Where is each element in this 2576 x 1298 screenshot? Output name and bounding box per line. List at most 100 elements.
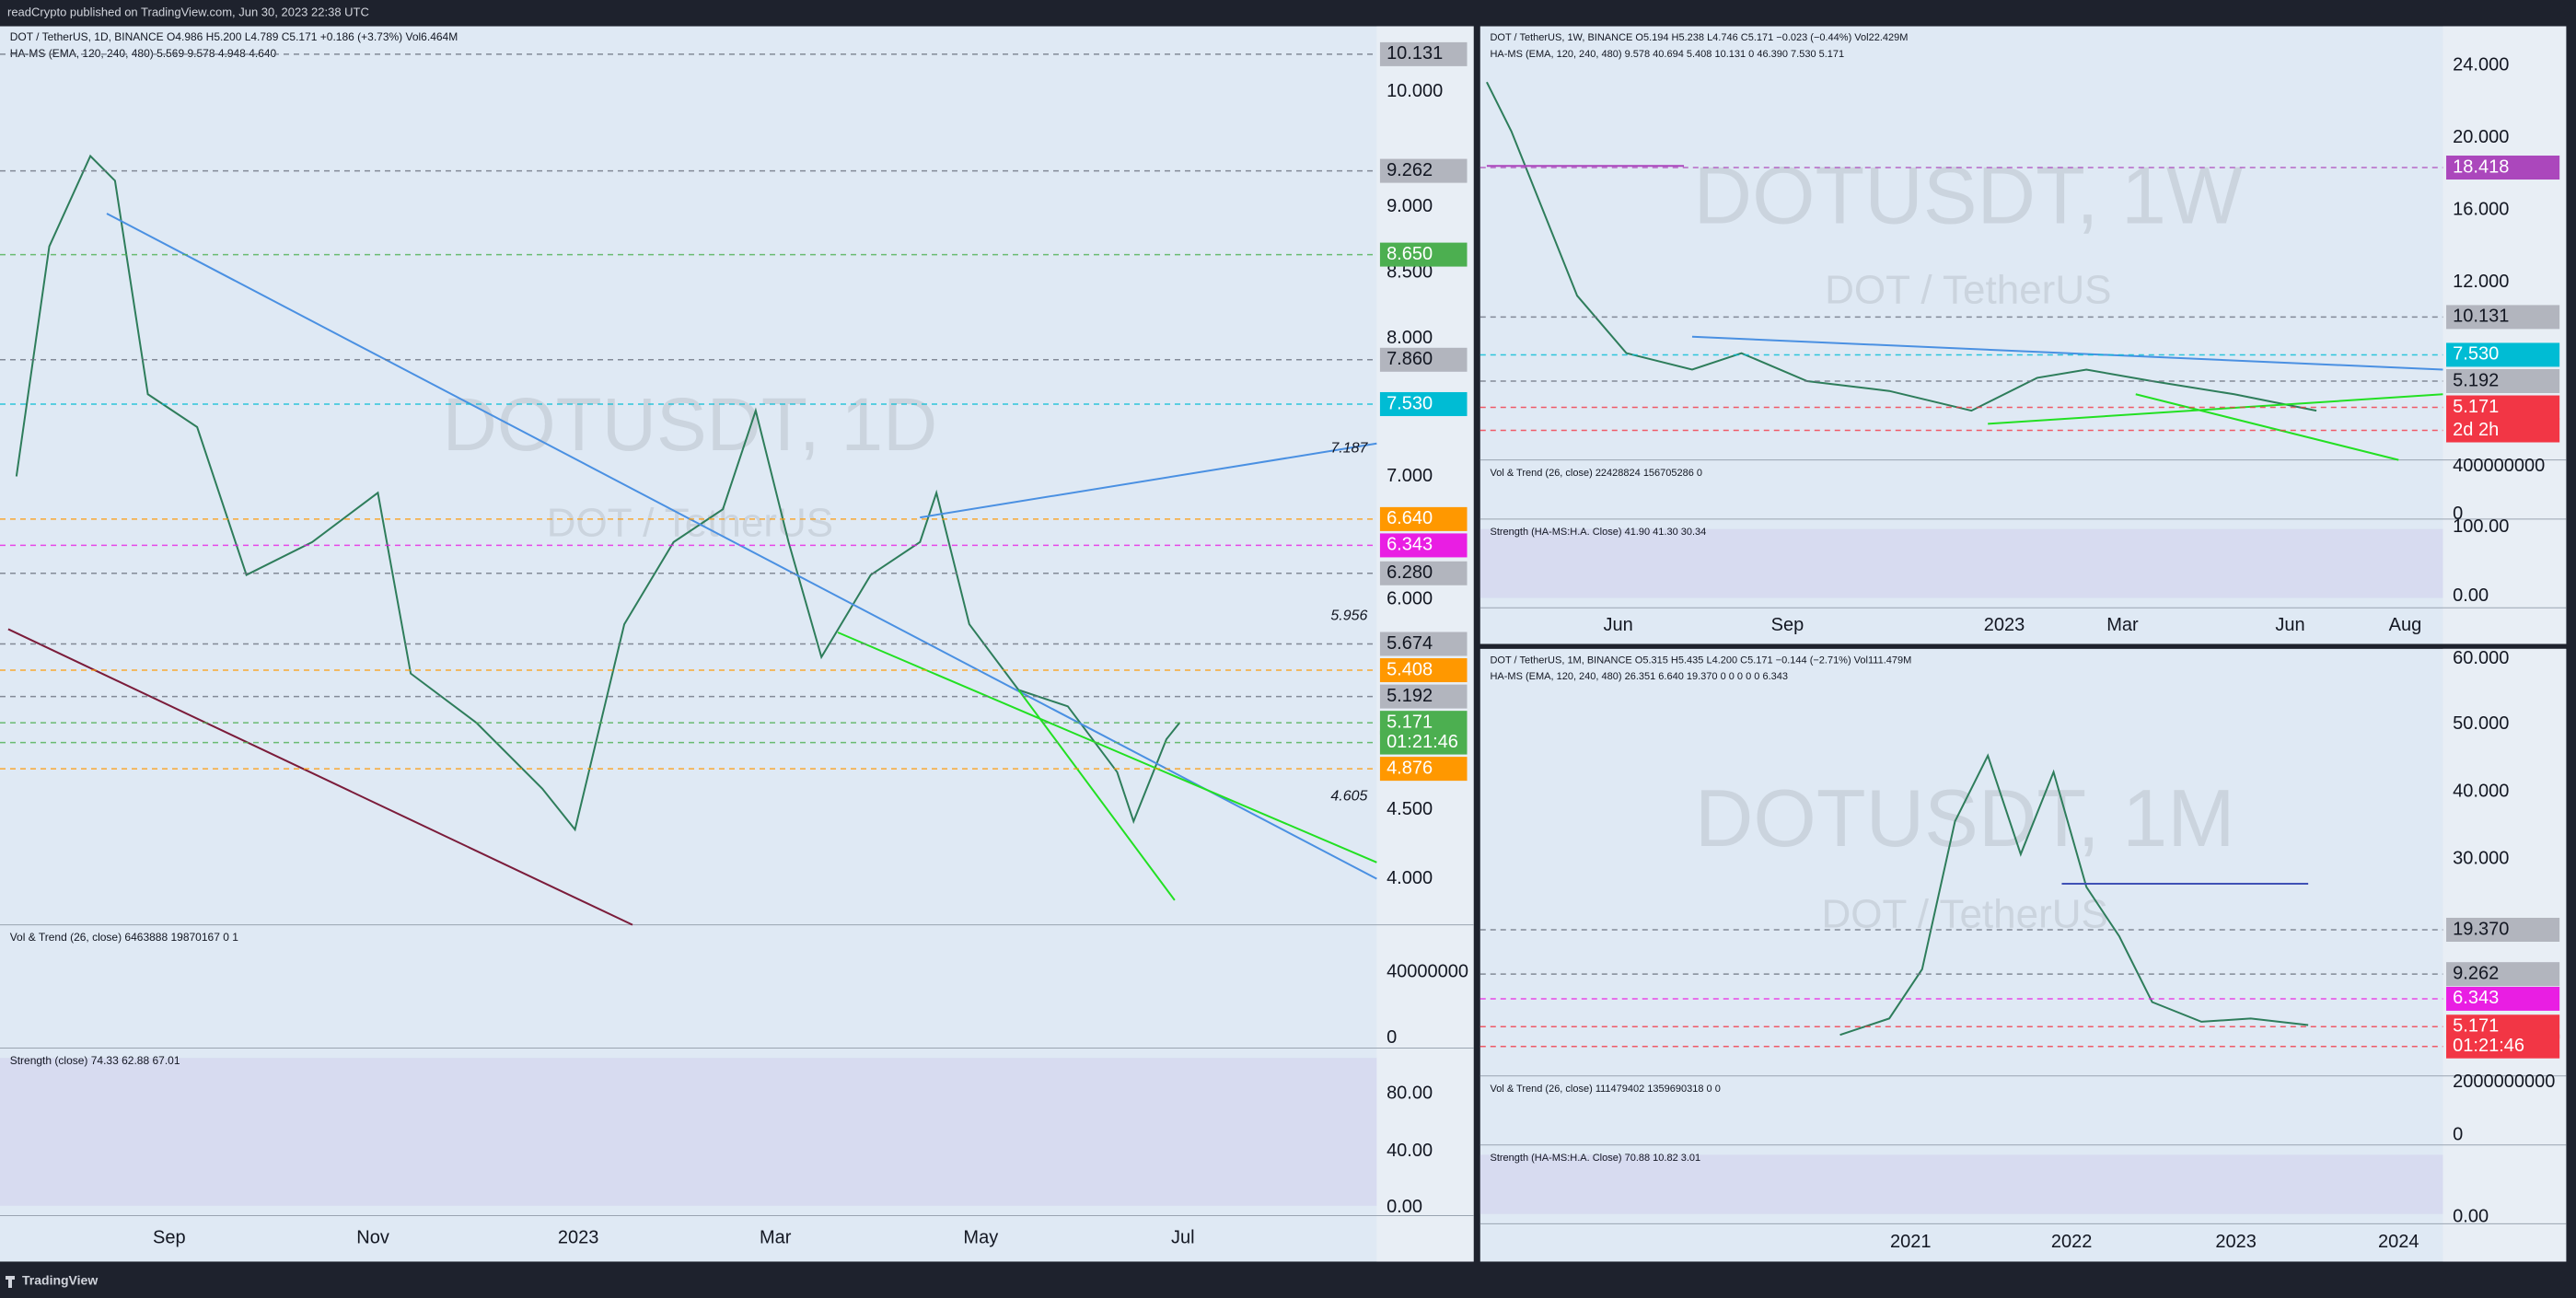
price-tick-label: 24.000 [2453,55,2509,75]
time-tick-label: Sep [1771,615,1804,635]
price-label-box [1379,533,1468,558]
time-tick-label: 2023 [1984,615,2025,635]
price-tick-label: 10.000 [1387,81,1443,101]
price-label-box [2446,156,2560,180]
strength-tick-label: 40.00 [1387,1141,1433,1161]
price-label-box [1379,41,1468,66]
price-tick-label: 8.500 [1387,261,1433,282]
strength-legend: Strength (close) 74.33 62.88 67.01 [10,1054,180,1067]
price-label-box [2446,962,2560,987]
trend-line [1017,689,1176,901]
price-label: 10.131 [2453,307,2509,327]
price-sketch [15,154,1181,832]
trend-line [1988,393,2443,425]
strength-tick-label: 100.00 [2453,516,2509,537]
vol-tick-label: 0 [2453,1124,2463,1144]
vol-tick-label: 2000000000 [2453,1072,2555,1092]
price-label-box [1379,684,1468,709]
price-label: 10.131 [1387,43,1443,64]
time-tick-label: May [963,1228,998,1248]
legend-line: DOT / TetherUS, 1W, BINANCE O5.194 H5.23… [1490,32,1908,43]
trend-line [106,213,1377,880]
chart-label: 4.605 [1330,789,1367,805]
price-sketch [1839,753,2309,1037]
legend-line: HA-MS (EMA, 120, 240, 480) 5.569 9.578 4… [10,47,277,60]
vol-tick-label: 0 [2453,504,2463,524]
legend-line: HA-MS (EMA, 120, 240, 480) 9.578 40.694 … [1490,49,1844,60]
time-tick-label: 2024 [2378,1232,2419,1252]
price-label: 5.674 [1387,633,1433,654]
legend-line: HA-MS (EMA, 120, 240, 480) 26.351 6.640 … [1490,671,1788,682]
time-tick-label: Mar [760,1228,792,1248]
watermark: DOTUSDT, 1W [1694,150,2243,241]
strength-legend: Strength (HA-MS:H.A. Close) 41.90 41.30 … [1490,527,1706,538]
price-label: 7.860 [1387,349,1433,369]
price-label: 8.650 [1387,244,1433,264]
price-tick-label: 8.000 [1387,328,1433,348]
price-label-box [1379,242,1468,267]
strength-band [0,1058,1377,1206]
time-tick-label: Nov [356,1228,389,1248]
strength-tick-label: 0.00 [2453,1207,2489,1227]
price-label: 6.640 [1387,508,1433,528]
watermark-sub: DOT / TetherUS [1825,267,2111,312]
publisher: readCrypto published on TradingView.com,… [7,5,369,18]
price-label-box [2446,305,2560,330]
price-tick-label: 50.000 [2453,713,2509,734]
price-label: 01:21:46 [1387,732,1458,752]
chart-panel [1479,648,2567,1262]
price-tick-label: 6.000 [1387,589,1433,609]
price-label: 2d 2h [2453,420,2499,440]
price-tick-label: 12.000 [2453,272,2509,292]
price-label: 01:21:46 [2453,1036,2524,1056]
strength-legend: Strength (HA-MS:H.A. Close) 70.88 10.82 … [1490,1153,1700,1164]
strength-tick-label: 80.00 [1387,1084,1433,1104]
time-tick-label: Jun [1604,615,1633,635]
price-label: 6.280 [1387,562,1433,583]
brand-logo [6,1276,15,1288]
price-tick-label: 9.000 [1387,196,1433,216]
vol-legend: Vol & Trend (26, close) 22428824 1567052… [1490,468,1702,479]
price-label: 19.370 [2453,919,2509,939]
price-tick-label: 4.500 [1387,799,1433,819]
time-tick-label: 2022 [2051,1232,2093,1252]
price-label: 5.192 [1387,686,1433,706]
time-tick-label: 2021 [1890,1232,1932,1252]
price-label-box [2446,418,2560,443]
price-label-box [1379,347,1468,372]
price-label-box [1379,506,1468,531]
time-tick-label: Aug [2389,615,2422,635]
vol-tick-label: 400000000 [2453,456,2545,476]
watermark: DOTUSDT, 1D [443,383,938,467]
price-axis [2443,648,2567,1262]
price-label: 6.343 [2453,988,2499,1008]
price-label-box [2446,917,2560,942]
price-tick-label: 16.000 [2453,200,2509,220]
price-label-box [1379,561,1468,585]
price-label: 9.262 [1387,160,1433,180]
price-label: 5.171 [1387,712,1433,732]
price-label-box [2446,368,2560,393]
price-label-box [2446,986,2560,1011]
trend-line [2135,393,2399,461]
vol-legend: Vol & Trend (26, close) 6463888 19870167… [10,931,239,944]
price-tick-label: 20.000 [2453,127,2509,147]
trend-line [1691,335,2443,371]
price-axis [2443,26,2567,644]
time-tick-label: Mar [2106,615,2139,635]
price-tick-label: 4.000 [1387,868,1433,888]
trend-line [7,628,633,926]
price-label: 5.192 [2453,370,2499,390]
price-label: 6.343 [1387,535,1433,555]
price-tick-label: 7.000 [1387,466,1433,486]
chart-panel [1479,26,2567,644]
time-tick-label: Sep [153,1228,186,1248]
brand: TradingView [22,1273,98,1288]
strength-band [1479,1154,2443,1214]
price-label: 18.418 [2453,156,2509,177]
price-label-box [1379,391,1468,416]
strength-tick-label: 0.00 [1387,1197,1422,1217]
price-tick-label: 40.000 [2453,781,2509,801]
price-label-box [2446,342,2560,367]
